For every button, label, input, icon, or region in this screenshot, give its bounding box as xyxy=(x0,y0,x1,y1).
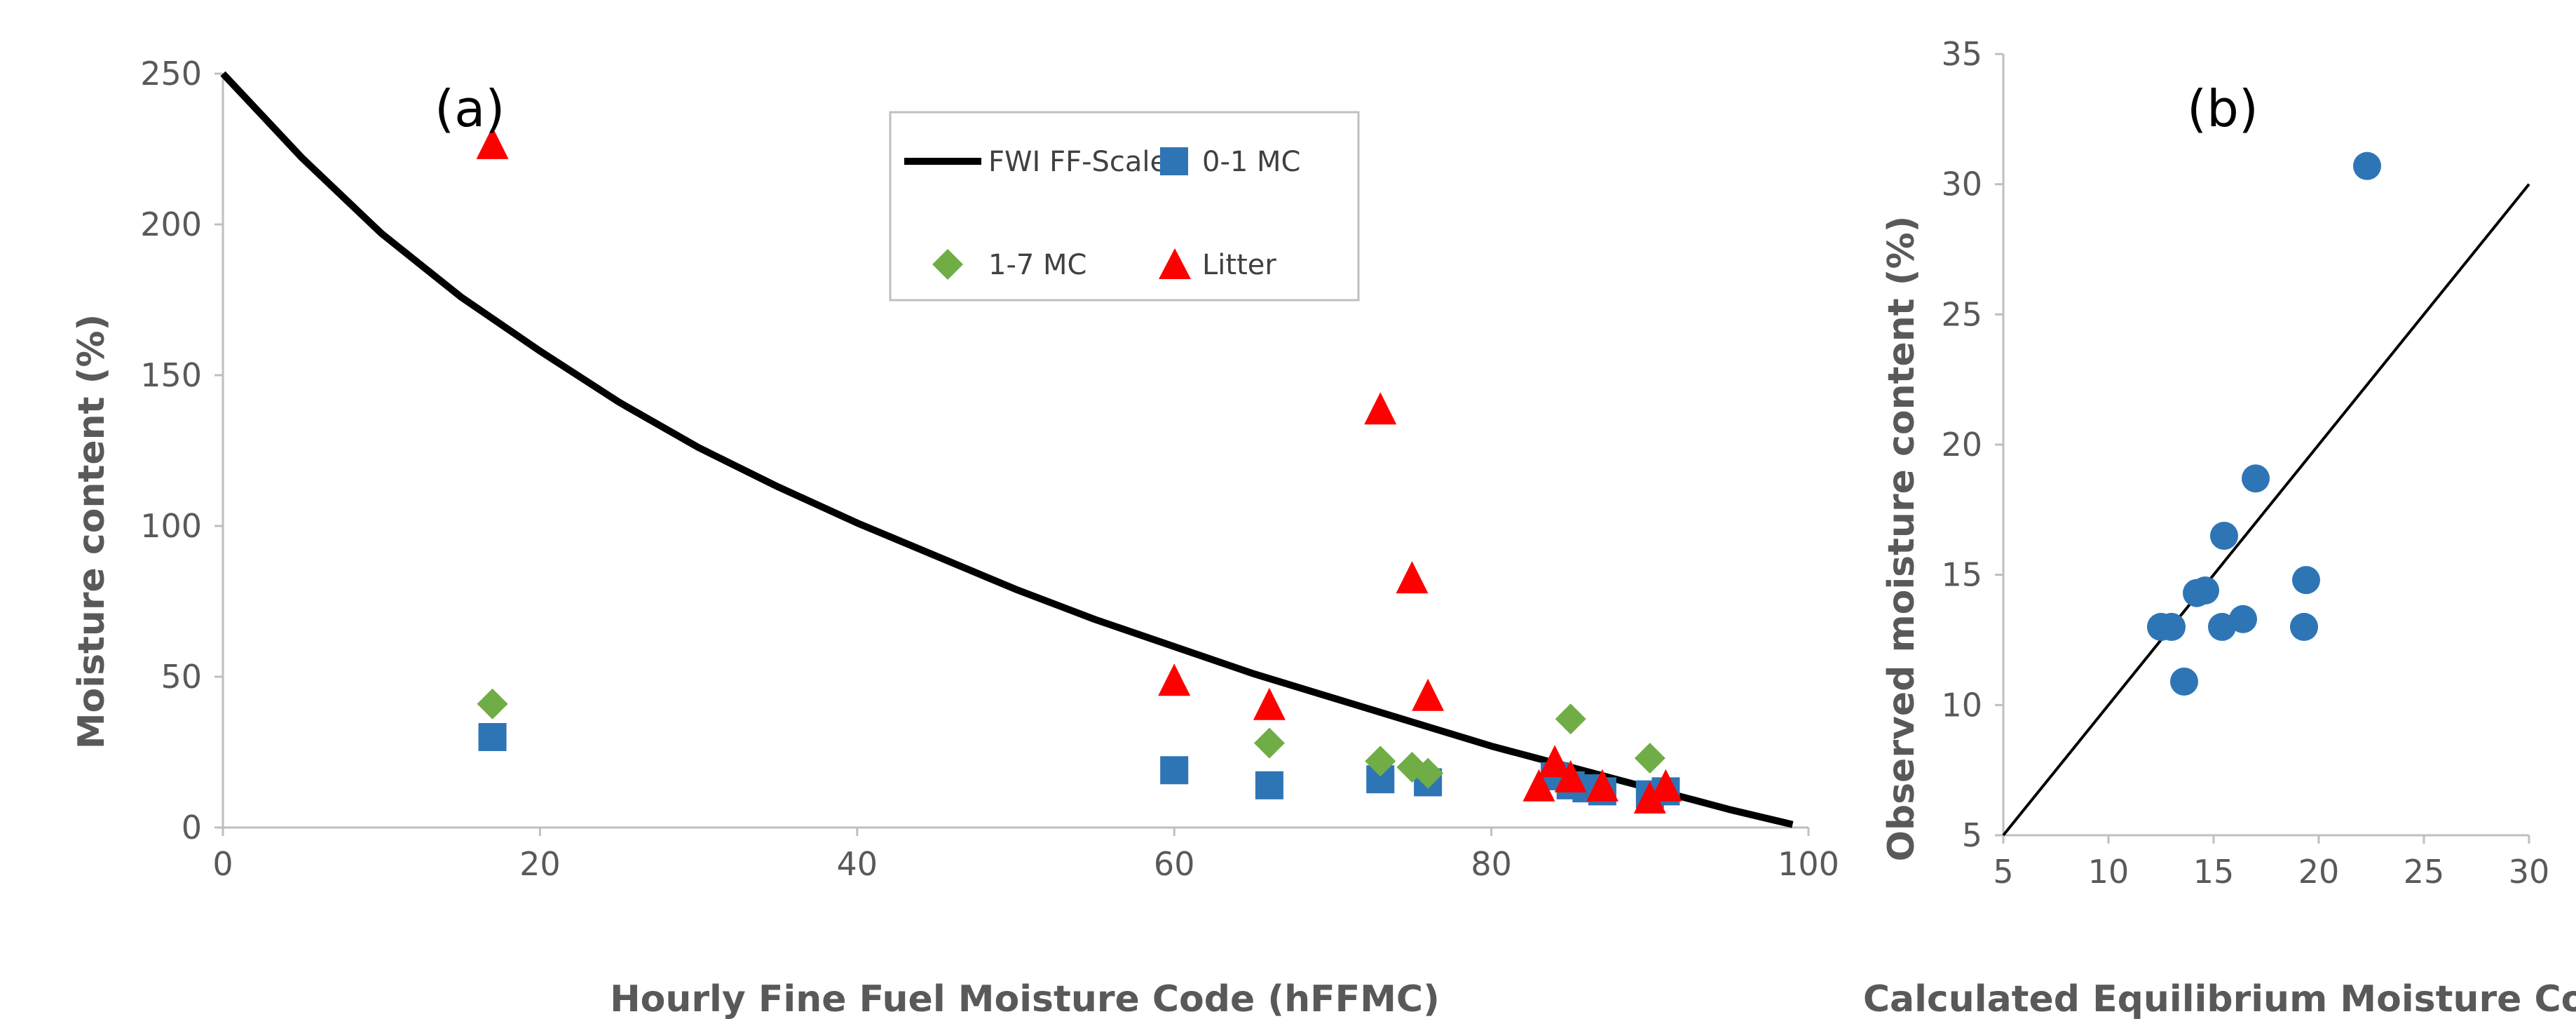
point-litter xyxy=(1364,392,1397,425)
chart-b-x-tick-label: 25 xyxy=(2404,853,2445,891)
point-litter xyxy=(1649,769,1682,802)
chart-a-y-tick-label: 250 xyxy=(140,55,202,93)
point-0-1-mc xyxy=(1160,756,1189,785)
legend-swatch-square xyxy=(1160,147,1188,175)
point-0-1-mc xyxy=(1255,771,1283,799)
point-observed xyxy=(2242,464,2270,493)
legend-box xyxy=(889,111,1360,302)
point-observed xyxy=(2353,151,2381,180)
point-observed xyxy=(2208,612,2236,641)
chart-b-y-tick-label: 20 xyxy=(1941,426,1982,464)
chart-b-y-axis-label: Observed moisture content (%) xyxy=(1881,216,1923,862)
legend-label-diamond: 1-7 MC xyxy=(988,249,1087,281)
chart-b-x-tick-label: 10 xyxy=(2088,853,2129,891)
legend-swatch-diamond xyxy=(932,249,963,280)
point-litter xyxy=(1396,561,1429,594)
chart-b-panel-label: (b) xyxy=(2187,79,2258,138)
point-observed xyxy=(2292,566,2320,595)
chart-b-axes: 5 10 15 20 25 30 5 10 15 20 25 30 35 xyxy=(1941,35,2549,891)
chart-b-x-tick-label: 30 xyxy=(2509,853,2550,891)
point-observed xyxy=(2191,576,2219,605)
point-observed xyxy=(2158,612,2186,641)
chart-a-x-tick-label: 40 xyxy=(837,845,878,883)
legend-label-triangle: Litter xyxy=(1202,249,1276,281)
point-litter xyxy=(476,126,509,159)
point-observed xyxy=(2170,667,2198,696)
chart-b-y-tick-label: 5 xyxy=(1962,816,1982,854)
chart-a-y-tick-label: 100 xyxy=(140,507,202,545)
point-litter xyxy=(1554,759,1587,792)
chart-a-legend: FWI FF-Scale 0-1 MC 1-7 MC Litter xyxy=(889,111,1360,302)
chart-a-x-tick-label: 20 xyxy=(519,845,561,883)
point-1-7-mc xyxy=(1555,703,1586,735)
series-line-fwi-ff-scale xyxy=(220,71,1794,828)
chart-a: 0 20 40 60 80 100 0 50 100 150 200 250 (a) FWI FF-S… xyxy=(71,55,1839,1020)
chart-b-x-tick-label: 15 xyxy=(2193,853,2235,891)
point-litter xyxy=(1539,745,1572,778)
point-1-7-mc xyxy=(1365,745,1396,777)
chart-b-y-tick-label: 15 xyxy=(1941,556,1982,594)
chart-a-x-axis-label: Hourly Fine Fuel Moisture Code (hFFMC) xyxy=(610,978,1440,1020)
chart-b-y-tick-label: 25 xyxy=(1941,295,1982,333)
chart-a-panel-label: (a) xyxy=(435,79,505,138)
chart-a-x-tick-label: 80 xyxy=(1471,845,1512,883)
point-observed xyxy=(2210,521,2238,550)
legend-swatch-triangle xyxy=(1159,248,1191,279)
point-1-7-mc xyxy=(1253,727,1285,759)
chart-b-x-tick-label: 20 xyxy=(2298,853,2340,891)
chart-b: 5 10 15 20 25 30 5 10 15 20 25 30 35 (b) Calculated … xyxy=(1863,35,2576,1020)
chart-b-x-axis-label: Calculated Equilibrium Moisture Content … xyxy=(1863,978,2576,1020)
point-litter xyxy=(1586,769,1618,802)
chart-a-y-tick-label: 150 xyxy=(140,356,202,394)
chart-a-axes: 0 20 40 60 80 100 0 50 100 150 200 250 xyxy=(140,55,1839,883)
chart-b-y-tick-label: 35 xyxy=(1941,35,1982,73)
chart-b-y-tick-label: 10 xyxy=(1941,686,1982,724)
point-0-1-mc xyxy=(478,723,507,751)
chart-b-marks xyxy=(2002,151,2530,837)
chart-b-y-tick-label: 30 xyxy=(1941,166,1982,203)
chart-a-x-tick-label: 60 xyxy=(1154,845,1195,883)
point-1-7-mc xyxy=(477,688,508,720)
point-observed xyxy=(2290,612,2318,641)
chart-a-marks xyxy=(220,71,1794,828)
legend-label-square: 0-1 MC xyxy=(1202,146,1301,178)
chart-a-y-tick-label: 0 xyxy=(182,809,202,846)
point-litter xyxy=(1522,769,1555,802)
point-litter xyxy=(1253,687,1286,720)
point-litter xyxy=(1158,663,1191,696)
point-1-7-mc xyxy=(1412,757,1444,789)
chart-a-y-tick-label: 200 xyxy=(140,205,202,243)
chart-a-y-axis-label: Moisture content (%) xyxy=(71,314,113,749)
chart-b-x-tick-label: 5 xyxy=(1993,853,2013,891)
chart-a-y-tick-label: 50 xyxy=(161,658,202,696)
reference-line xyxy=(2002,183,2530,837)
point-1-7-mc xyxy=(1634,743,1665,774)
chart-a-x-tick-label: 0 xyxy=(212,845,233,883)
point-observed xyxy=(2229,605,2257,633)
legend-label-curve: FWI FF-Scale xyxy=(988,146,1167,178)
point-litter xyxy=(1412,678,1445,711)
point-litter xyxy=(1633,781,1666,813)
chart-a-x-tick-label: 100 xyxy=(1778,845,1839,883)
